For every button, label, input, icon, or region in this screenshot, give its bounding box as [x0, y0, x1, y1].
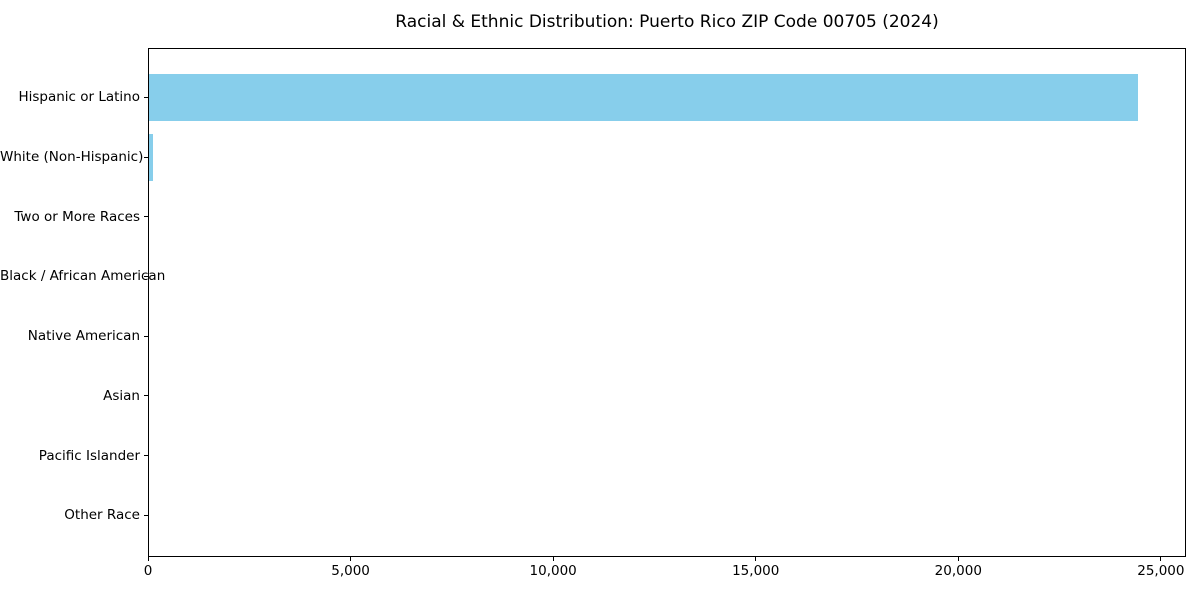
y-tick-label: Asian: [103, 387, 140, 404]
x-tick-label: 25,000: [1137, 563, 1185, 579]
y-tick-mark: [144, 455, 148, 456]
x-tick-label: 0: [143, 563, 153, 579]
y-tick-mark: [144, 275, 148, 277]
x-tick-mark: [552, 557, 554, 561]
x-tick-mark: [1160, 557, 1162, 561]
bar: [149, 133, 153, 181]
y-tick-label: Two or More Races: [14, 208, 140, 225]
y-tick-mark: [144, 514, 148, 516]
x-tick-mark: [755, 557, 757, 561]
plot-area: [148, 48, 1186, 557]
y-tick-mark: [144, 156, 148, 158]
y-tick-mark: [144, 216, 148, 218]
y-tick-label: Hispanic or Latino: [18, 89, 140, 106]
x-tick-mark: [957, 557, 959, 561]
bar: [149, 73, 1138, 121]
y-tick-label: Native American: [27, 328, 140, 345]
y-tick-mark: [144, 395, 148, 397]
y-tick-mark: [144, 96, 148, 98]
x-tick-label: 10,000: [529, 563, 577, 579]
x-tick-mark: [350, 557, 352, 561]
x-tick-label: 15,000: [732, 563, 780, 579]
x-tick-mark: [147, 557, 149, 561]
x-tick-label: 20,000: [934, 563, 982, 579]
x-tick-label: 5,000: [331, 563, 370, 579]
y-tick-label: Other Race: [64, 507, 140, 524]
y-tick-label: Pacific Islander: [38, 447, 140, 464]
y-tick-mark: [144, 335, 148, 337]
chart-title: Racial & Ethnic Distribution: Puerto Ric…: [395, 12, 939, 32]
y-tick-label: Black / African American: [0, 268, 166, 285]
y-tick-label: White (Non-Hispanic): [0, 149, 144, 165]
